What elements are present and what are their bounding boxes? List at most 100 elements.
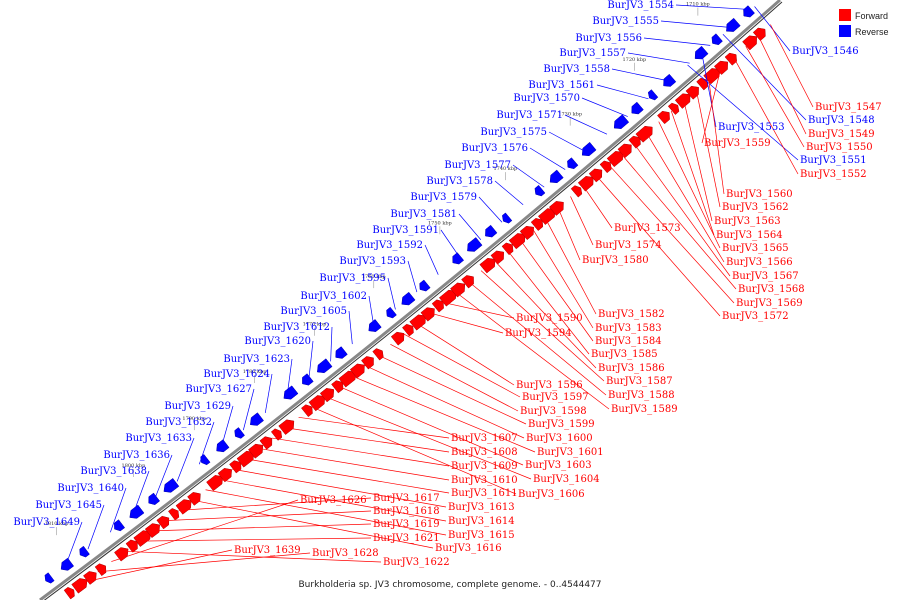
gene-label[interactable]: BurJV3_1564 <box>716 230 783 241</box>
gene-label[interactable]: BurJV3_1599 <box>528 419 595 430</box>
gene-label[interactable]: BurJV3_1586 <box>598 363 665 374</box>
gene-label[interactable]: BurJV3_1578 <box>426 176 493 187</box>
gene-label[interactable]: BurJV3_1589 <box>611 404 678 415</box>
gene-label[interactable]: BurJV3_1620 <box>244 336 311 347</box>
gene-label[interactable]: BurJV3_1559 <box>704 138 771 149</box>
gene-label[interactable]: BurJV3_1602 <box>300 291 367 302</box>
gene-label[interactable]: BurJV3_1601 <box>537 447 604 458</box>
gene-label[interactable]: BurJV3_1640 <box>57 483 124 494</box>
reverse-gene-arrow <box>743 5 755 18</box>
gene-label[interactable]: BurJV3_1575 <box>480 127 547 138</box>
gene-label[interactable]: BurJV3_1645 <box>35 500 102 511</box>
gene-label[interactable]: BurJV3_1548 <box>808 115 875 126</box>
gene-label[interactable]: BurJV3_1546 <box>792 46 859 57</box>
gene-label[interactable]: BurJV3_1563 <box>714 216 781 227</box>
gene-label[interactable]: BurJV3_1582 <box>598 309 665 320</box>
gene-label[interactable]: BurJV3_1612 <box>263 322 330 333</box>
gene-label[interactable]: BurJV3_1576 <box>461 143 528 154</box>
reverse-gene-arrow <box>647 89 659 101</box>
gene-label[interactable]: BurJV3_1621 <box>373 533 440 544</box>
gene-label[interactable]: BurJV3_1600 <box>526 433 593 444</box>
gene-label[interactable]: BurJV3_1573 <box>614 223 681 234</box>
gene-label[interactable]: BurJV3_1584 <box>595 336 662 347</box>
gene-label[interactable]: BurJV3_1618 <box>373 506 440 517</box>
gene-label[interactable]: BurJV3_1614 <box>448 516 515 527</box>
gene-label[interactable]: BurJV3_1572 <box>722 311 789 322</box>
gene-label[interactable]: BurJV3_1613 <box>448 502 515 513</box>
gene-label[interactable]: BurJV3_1628 <box>312 548 379 559</box>
gene-label[interactable]: BurJV3_1568 <box>738 284 805 295</box>
gene-label[interactable]: BurJV3_1553 <box>718 122 785 133</box>
gene-label[interactable]: BurJV3_1611 <box>451 488 518 499</box>
gene-label[interactable]: BurJV3_1591 <box>372 225 439 236</box>
gene-label[interactable]: BurJV3_1617 <box>373 493 440 504</box>
gene-label[interactable]: BurJV3_1629 <box>164 401 231 412</box>
gene-label[interactable]: BurJV3_1590 <box>516 313 583 324</box>
gene-label[interactable]: BurJV3_1597 <box>522 392 589 403</box>
gene-label[interactable]: BurJV3_1558 <box>543 64 610 75</box>
gene-label[interactable]: BurJV3_1587 <box>606 376 673 387</box>
gene-label[interactable]: BurJV3_1592 <box>356 240 423 251</box>
gene-label[interactable]: BurJV3_1577 <box>444 160 511 171</box>
gene-label[interactable]: BurJV3_1638 <box>80 466 147 477</box>
leader-line <box>529 147 566 170</box>
gene-label[interactable]: BurJV3_1556 <box>575 33 642 44</box>
gene-label[interactable]: BurJV3_1581 <box>390 209 457 220</box>
gene-label[interactable]: BurJV3_1560 <box>726 189 793 200</box>
gene-label[interactable]: BurJV3_1595 <box>319 273 386 284</box>
gene-label[interactable]: BurJV3_1598 <box>520 406 587 417</box>
gene-label[interactable]: BurJV3_1610 <box>451 475 518 486</box>
gene-label[interactable]: BurJV3_1632 <box>145 417 212 428</box>
gene-label[interactable]: BurJV3_1593 <box>339 256 406 267</box>
gene-label[interactable]: BurJV3_1579 <box>410 192 477 203</box>
gene-label[interactable]: BurJV3_1569 <box>736 298 803 309</box>
gene-label[interactable]: BurJV3_1605 <box>280 306 347 317</box>
gene-label[interactable]: BurJV3_1549 <box>808 129 875 140</box>
gene-label[interactable]: BurJV3_1561 <box>528 80 595 91</box>
gene-label[interactable]: BurJV3_1551 <box>800 155 867 166</box>
gene-label[interactable]: BurJV3_1571 <box>496 110 563 121</box>
gene-label[interactable]: BurJV3_1639 <box>234 545 301 556</box>
gene-label[interactable]: BurJV3_1607 <box>451 433 518 444</box>
gene-label[interactable]: BurJV3_1550 <box>806 142 873 153</box>
gene-label[interactable]: BurJV3_1554 <box>607 0 674 11</box>
gene-label[interactable]: BurJV3_1567 <box>732 271 799 282</box>
gene-label[interactable]: BurJV3_1609 <box>451 461 518 472</box>
gene-label[interactable]: BurJV3_1547 <box>815 102 882 113</box>
gene-label[interactable]: BurJV3_1633 <box>125 433 192 444</box>
gene-label[interactable]: BurJV3_1588 <box>608 390 675 401</box>
gene-label[interactable]: BurJV3_1580 <box>582 255 649 266</box>
gene-label[interactable]: BurJV3_1649 <box>13 517 80 528</box>
gene-label[interactable]: BurJV3_1583 <box>595 323 662 334</box>
reverse-gene-arrow <box>567 157 579 170</box>
gene-label[interactable]: BurJV3_1616 <box>435 543 502 554</box>
gene-label[interactable]: BurJV3_1562 <box>722 202 789 213</box>
gene-label[interactable]: BurJV3_1615 <box>448 530 515 541</box>
gene-label[interactable]: BurJV3_1570 <box>513 93 580 104</box>
gene-label[interactable]: BurJV3_1555 <box>592 16 659 27</box>
gene-label[interactable]: BurJV3_1565 <box>722 243 789 254</box>
reverse-gene-arrow <box>250 412 264 426</box>
gene-label[interactable]: BurJV3_1624 <box>203 369 270 380</box>
gene-label[interactable]: BurJV3_1608 <box>451 447 518 458</box>
gene-label[interactable]: BurJV3_1566 <box>726 257 793 268</box>
gene-label[interactable]: BurJV3_1552 <box>800 169 867 180</box>
gene-label[interactable]: BurJV3_1623 <box>223 354 290 365</box>
reverse-gene-arrow <box>148 492 161 505</box>
gene-label[interactable]: BurJV3_1594 <box>505 328 572 339</box>
gene-label[interactable]: BurJV3_1619 <box>373 519 440 530</box>
gene-label[interactable]: BurJV3_1622 <box>383 557 450 568</box>
gene-label[interactable]: BurJV3_1557 <box>559 48 626 59</box>
gene-label[interactable]: BurJV3_1604 <box>533 474 600 485</box>
gene-label[interactable]: BurJV3_1606 <box>518 489 585 500</box>
gene-label[interactable]: BurJV3_1603 <box>525 460 592 471</box>
gene-label[interactable]: BurJV3_1596 <box>516 380 583 391</box>
tick-label: 1760 kbp <box>362 274 386 280</box>
gene-label[interactable]: BurJV3_1627 <box>185 384 252 395</box>
gene-label[interactable]: BurJV3_1574 <box>595 240 662 251</box>
gene-label[interactable]: BurJV3_1626 <box>300 495 367 506</box>
gene-label[interactable]: BurJV3_1585 <box>591 349 658 360</box>
gene-label[interactable]: BurJV3_1636 <box>103 450 170 461</box>
tick-layer: 1710 kbp 1720 kbp 1730 kbp 1740 kbp 1750 kbp… <box>45 2 710 536</box>
